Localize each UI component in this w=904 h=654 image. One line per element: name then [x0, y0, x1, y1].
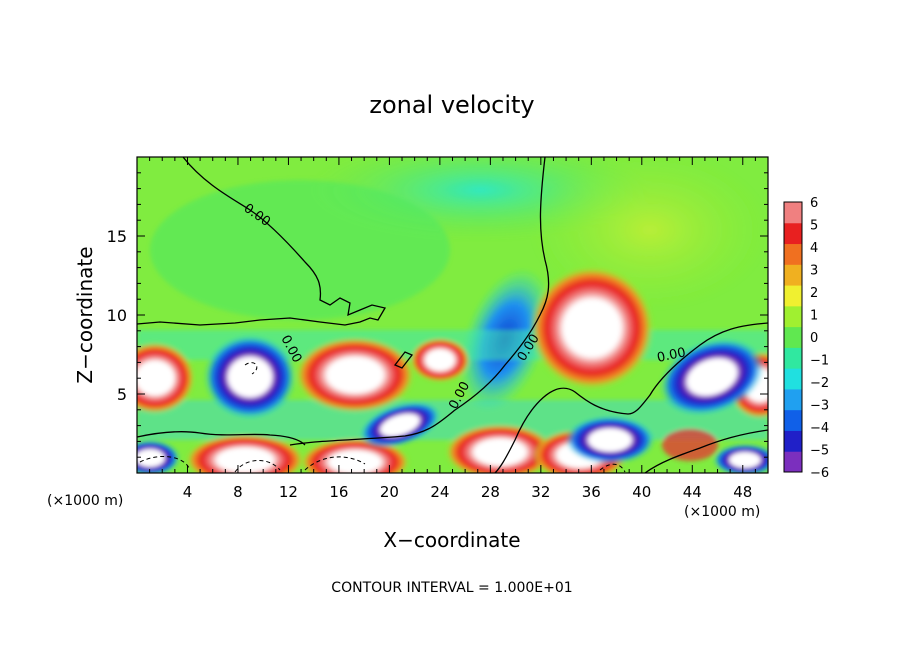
contour-interval: CONTOUR INTERVAL = 1.000E+01 — [331, 580, 572, 596]
x-tick-label: 12 — [279, 483, 298, 501]
colorbar-swatch — [784, 368, 802, 390]
colorbar-swatch — [784, 326, 802, 348]
x-unit-left: (×1000 m) — [47, 493, 123, 509]
x-tick-label: 36 — [582, 483, 601, 501]
colorbar-tick-label: −3 — [810, 399, 829, 414]
x-tick-label: 48 — [733, 483, 752, 501]
x-tick-label: 24 — [430, 483, 449, 501]
colorbar-tick-label: 6 — [810, 196, 818, 211]
y-axis-label: Z−coordinate — [73, 246, 97, 383]
x-axis: 4 8 12 16 20 24 28 32 36 40 44 48 — [149, 157, 756, 501]
y-tick-label: 15 — [107, 227, 127, 246]
colorbar-tick-label: 1 — [810, 309, 818, 324]
colorbar-frame — [783, 201, 803, 473]
colorbar-swatch — [784, 264, 802, 286]
colorbar-tick-label: −5 — [810, 444, 829, 459]
chart-title: zonal velocity — [369, 91, 534, 119]
x-tick-label: 20 — [380, 483, 399, 501]
colorbar-swatch — [784, 202, 802, 224]
x-tick-label: 44 — [683, 483, 702, 501]
negative-contours — [139, 362, 626, 473]
colorbar-tick-label: −1 — [810, 354, 829, 369]
colorbar-tick-label: −2 — [810, 376, 829, 391]
x-tick-label: 28 — [481, 483, 500, 501]
y-tick-label: 5 — [117, 385, 127, 404]
colorbar-tick-label: 0 — [810, 331, 818, 346]
colorbar-tick-label: 5 — [810, 219, 818, 234]
colorbar-swatch — [784, 222, 802, 245]
colorbar-tick-label: 2 — [810, 286, 818, 301]
colorbar-swatch — [784, 305, 802, 328]
contour-label: 0.00 — [656, 345, 687, 366]
x-axis-label: X−coordinate — [383, 528, 520, 552]
colorbar-swatch — [784, 285, 802, 307]
colorbar-swatch — [784, 409, 802, 431]
colorbar-tick-label: 3 — [810, 264, 818, 279]
colorbar-tick-label: −6 — [810, 466, 829, 481]
colorbar-swatch — [784, 451, 802, 473]
colorbar-tick-label: 4 — [810, 241, 818, 256]
colorbar-swatch — [784, 347, 802, 369]
colorbar: 6 5 4 3 2 1 0 −1 −2 −3 −4 −5 −6 — [783, 196, 829, 481]
y-tick-label: 10 — [107, 306, 127, 325]
x-tick-label: 32 — [531, 483, 550, 501]
x-tick-label: 4 — [183, 483, 193, 501]
zero-contours — [137, 157, 768, 473]
colorbar-swatch — [784, 388, 802, 411]
x-unit-right: (×1000 m) — [684, 504, 760, 520]
x-tick-label: 8 — [233, 483, 243, 501]
y-axis: 5 10 15 — [107, 172, 768, 458]
colorbar-swatch — [784, 430, 802, 452]
x-tick-label: 16 — [329, 483, 348, 501]
colorbar-tick-label: −4 — [810, 421, 829, 436]
x-tick-label: 40 — [632, 483, 651, 501]
colorbar-swatch — [784, 243, 802, 265]
plot-area — [137, 157, 768, 473]
